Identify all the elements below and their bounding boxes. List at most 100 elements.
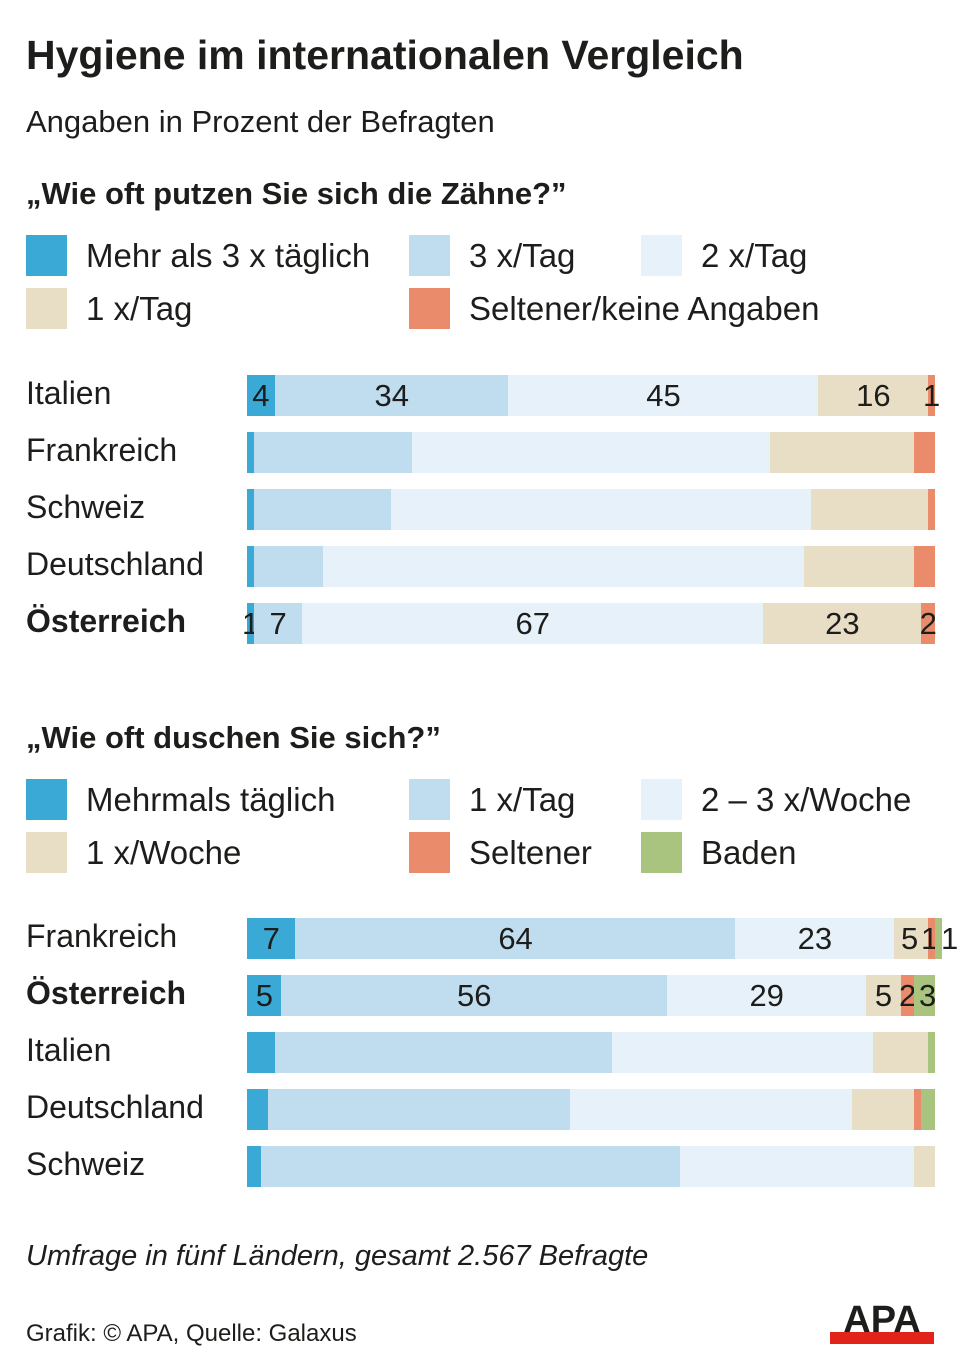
bar-segment bbox=[928, 375, 935, 416]
bar-segment bbox=[852, 1089, 915, 1130]
bar-segment bbox=[322, 546, 805, 587]
bar-segment bbox=[866, 975, 901, 1016]
legend-label: 2 x/Tag bbox=[701, 236, 808, 274]
legend-swatch bbox=[641, 832, 682, 873]
category-label: Österreich bbox=[26, 975, 187, 1011]
data-label: 29 bbox=[749, 978, 784, 1013]
bar-segment bbox=[295, 918, 736, 959]
bar-segment bbox=[247, 375, 275, 416]
bar-segment bbox=[914, 1146, 935, 1187]
bar-segment bbox=[921, 603, 935, 644]
bar-segment bbox=[873, 1032, 929, 1073]
legend-label: 1 x/Tag bbox=[469, 780, 576, 818]
bar-segment bbox=[666, 975, 867, 1016]
legend-label: Mehrmals täglich bbox=[86, 780, 336, 818]
bar-segment bbox=[914, 432, 935, 473]
bar-segment bbox=[253, 546, 323, 587]
bar-segment bbox=[247, 1146, 261, 1187]
bar-segment bbox=[928, 489, 935, 530]
bar-segment bbox=[247, 603, 254, 644]
data-label: 7 bbox=[269, 606, 287, 641]
legend-item: Baden bbox=[641, 832, 796, 873]
bar-segment bbox=[253, 489, 392, 530]
legend-swatch bbox=[26, 779, 67, 820]
data-label: 5 bbox=[901, 921, 919, 956]
chart-title-teeth: „Wie oft putzen Sie sich die Zähne?” bbox=[26, 176, 567, 211]
legend-item: 2 – 3 x/Woche bbox=[641, 779, 911, 820]
legend-swatch bbox=[641, 779, 682, 820]
bar-segment bbox=[804, 546, 915, 587]
legend-label: Seltener/keine Angaben bbox=[469, 289, 820, 327]
bar-segment bbox=[302, 603, 763, 644]
legend-item: 1 x/Woche bbox=[26, 832, 241, 873]
bar-segment bbox=[769, 432, 915, 473]
stacked-bar: 1 7 67 23 2 bbox=[242, 603, 937, 644]
category-label: Schweiz bbox=[26, 1146, 146, 1182]
legend-item: 3 x/Tag bbox=[409, 235, 575, 276]
legend-swatch bbox=[409, 288, 450, 329]
bar-segment bbox=[914, 1089, 922, 1130]
data-label: 56 bbox=[457, 978, 492, 1013]
category-label: Deutschland bbox=[26, 1089, 204, 1125]
stacked-bar: 4 34 45 16 1 bbox=[247, 375, 940, 416]
bar-segment bbox=[900, 975, 915, 1016]
category-label: Österreich bbox=[26, 603, 187, 639]
stacked-bar bbox=[247, 546, 935, 587]
data-label: 34 bbox=[374, 378, 409, 413]
bar-segment bbox=[680, 1146, 915, 1187]
bar-segment bbox=[412, 432, 770, 473]
bar-segment bbox=[247, 546, 254, 587]
legend-label: Seltener bbox=[469, 833, 592, 871]
legend-item: Mehrmals täglich bbox=[26, 779, 335, 820]
bar-segment bbox=[274, 375, 509, 416]
chart-title-shower: „Wie oft duschen Sie sich?” bbox=[26, 720, 441, 755]
category-label: Italien bbox=[26, 1032, 112, 1068]
category-label: Deutschland bbox=[26, 546, 204, 582]
legend-swatch bbox=[641, 235, 682, 276]
data-label: 16 bbox=[856, 378, 891, 413]
stacked-bar: 5 56 29 5 2 3 bbox=[247, 975, 936, 1016]
bar-segment bbox=[274, 1032, 612, 1073]
stacked-bar bbox=[247, 1089, 935, 1130]
data-label: 64 bbox=[498, 921, 533, 956]
source-credit: Grafik: © APA, Quelle: Galaxus bbox=[26, 1320, 357, 1347]
bar-segment bbox=[928, 918, 935, 959]
category-label: Frankreich bbox=[26, 432, 178, 468]
bar-segment bbox=[935, 918, 942, 959]
stacked-bar bbox=[247, 489, 935, 530]
legend-swatch bbox=[26, 832, 67, 873]
bar-segment bbox=[914, 975, 935, 1016]
data-label: 1 bbox=[923, 378, 941, 413]
bar-segment bbox=[267, 1089, 571, 1130]
legend-item: 1 x/Tag bbox=[26, 288, 192, 329]
stacked-bar bbox=[247, 1146, 935, 1187]
data-label: 23 bbox=[825, 606, 860, 641]
data-label: 1 bbox=[921, 921, 939, 956]
bar-segment bbox=[391, 489, 812, 530]
legend-swatch bbox=[409, 779, 450, 820]
data-label: 4 bbox=[252, 378, 270, 413]
legend-label: 2 – 3 x/Woche bbox=[701, 780, 912, 818]
bar-segment bbox=[508, 375, 819, 416]
data-label: 67 bbox=[515, 606, 550, 641]
stacked-bar bbox=[247, 1032, 935, 1073]
bar-segment bbox=[247, 1089, 268, 1130]
legend-label: 3 x/Tag bbox=[469, 236, 576, 274]
data-label: 7 bbox=[262, 921, 280, 956]
page-title: Hygiene im internationalen Vergleich bbox=[26, 32, 744, 78]
data-label: 5 bbox=[874, 978, 893, 1013]
data-label: 23 bbox=[797, 921, 833, 956]
category-label: Italien bbox=[26, 375, 112, 411]
bar-segment bbox=[281, 975, 667, 1016]
data-label: 5 bbox=[255, 978, 273, 1013]
data-label: 2 bbox=[919, 606, 937, 641]
category-label: Frankreich bbox=[26, 918, 178, 954]
bar-segment bbox=[893, 918, 929, 959]
bar-segment bbox=[611, 1032, 874, 1073]
stacked-bar: 7 64 23 5 1 1 bbox=[247, 918, 958, 959]
bar-segment bbox=[818, 375, 929, 416]
bar-segment bbox=[914, 546, 935, 587]
data-label: 2 bbox=[898, 978, 917, 1013]
bar-segment bbox=[247, 432, 254, 473]
